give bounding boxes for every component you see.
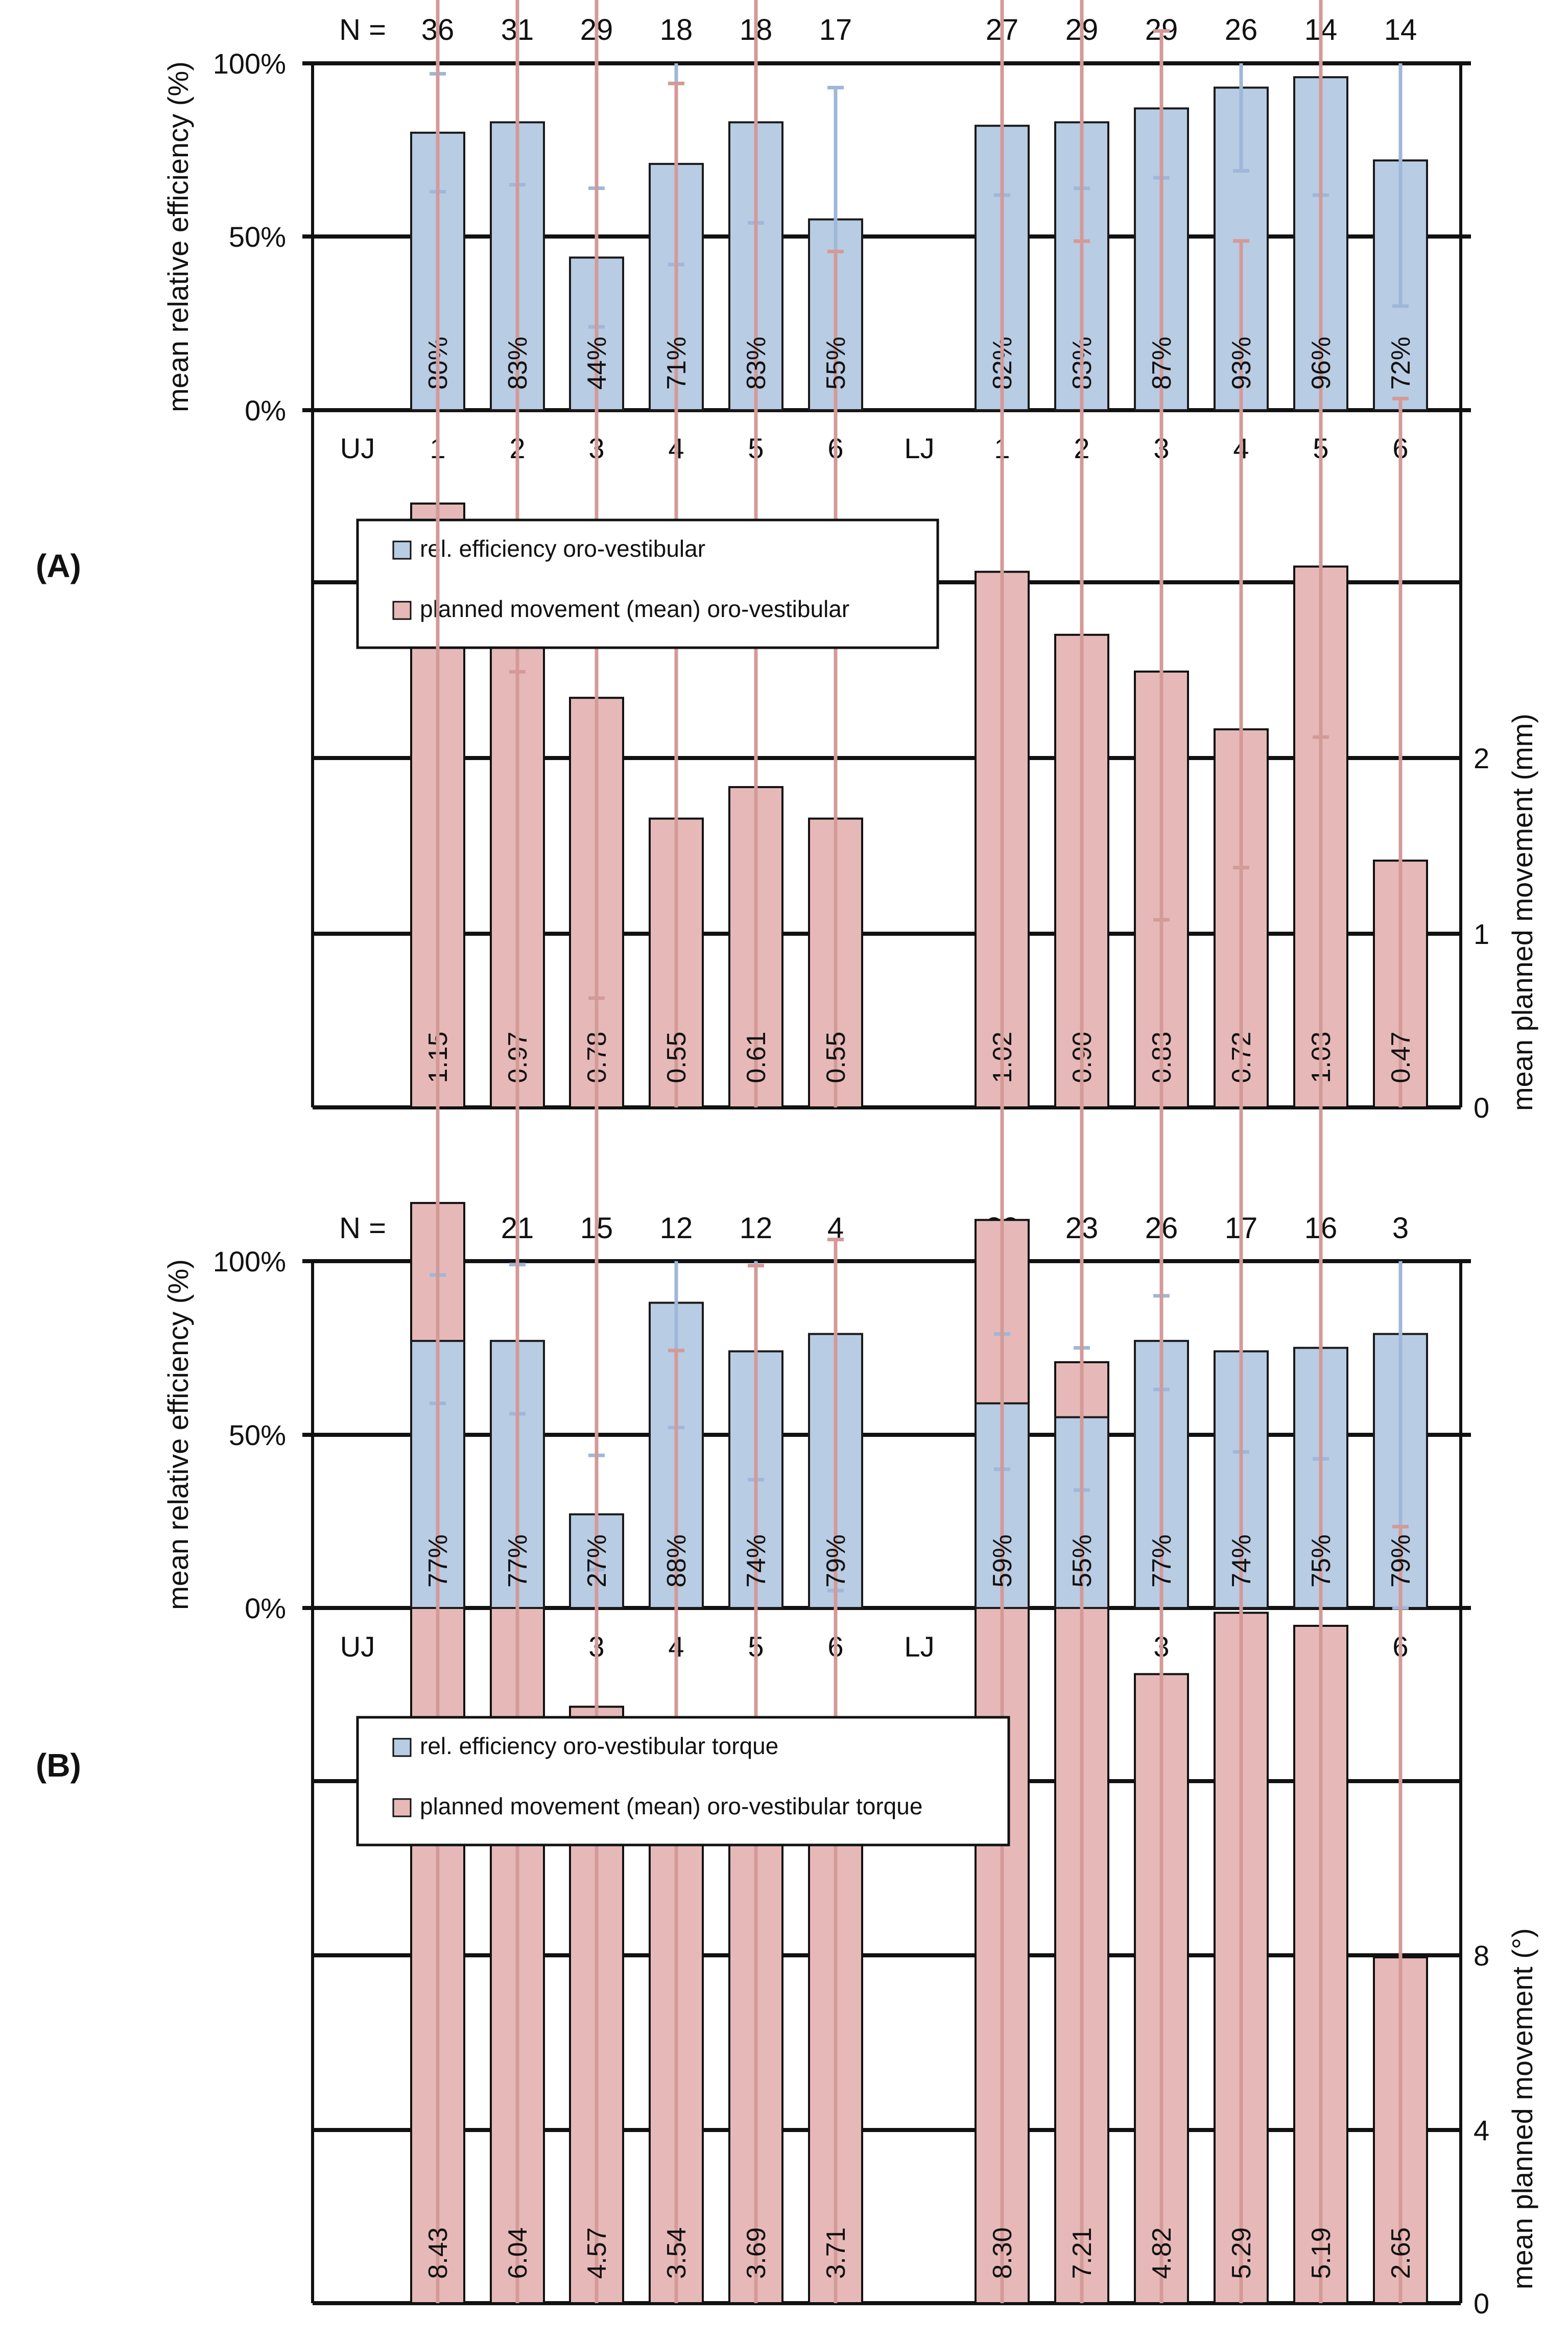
efficiency-value-label: 93% [1227,337,1256,390]
efficiency-value-label: 87% [1147,337,1177,390]
movement-value-label: 6.04 [503,2227,533,2279]
movement-value-label: 8.43 [423,2227,453,2279]
panel-label: (B) [36,1747,81,1784]
efficiency-value-label: 96% [1306,337,1336,390]
n-prefix: N = [339,13,386,46]
efficiency-value-label: 77% [503,1534,533,1588]
movement-tick-label: 0 [1474,2287,1489,2320]
movement-value-label: 0.61 [742,1031,771,1083]
legend: rel. efficiency oro-vestibular planned mo… [356,518,939,649]
legend-label-movement: planned movement (mean) oro-vestibular t… [420,1793,922,1819]
legend-swatch-movement [392,1798,412,1817]
efficiency-tick-label: 50% [229,221,286,253]
legend-label-movement: planned movement (mean) oro-vestibular [420,596,849,622]
efficiency-value-label: 77% [423,1534,453,1588]
efficiency-value-label: 83% [503,337,533,390]
efficiency-value-label: 74% [742,1534,771,1588]
movement-value-label: 3.71 [821,2227,851,2279]
efficiency-axis-title: mean relative efficiency (%) [162,1259,194,1610]
efficiency-value-label: 79% [821,1534,851,1588]
n-count: 18 [660,13,693,46]
legend-swatch-efficiency [392,1738,412,1757]
efficiency-tick-label: 100% [213,1245,286,1277]
legend-swatch-efficiency [392,540,412,560]
panel-a: (A) 0% 50% 100% 0 1 2 mean relative efficiency … [36,0,1538,1124]
efficiency-value-label: 55% [1067,1534,1097,1588]
n-prefix: N = [339,1212,386,1245]
efficiency-value-label: 71% [662,337,692,390]
movement-tick-label: 2 [1474,742,1489,774]
movement-value-label: 5.19 [1306,2227,1336,2279]
jaw-label-upper: UJ [340,432,375,464]
efficiency-value-label: 79% [1386,1534,1416,1588]
n-count: 12 [660,1212,693,1245]
legend: rel. efficiency oro-vestibular torque pla… [356,1716,1010,1847]
jaw-label-upper: UJ [340,1630,375,1663]
n-count: 12 [740,1212,773,1245]
movement-tick-label: 8 [1474,1939,1489,1972]
efficiency-value-label: 27% [582,1534,612,1588]
movement-value-label: 0.55 [662,1031,692,1083]
movement-tick-label: 1 [1474,918,1489,950]
movement-value-label: 8.30 [988,2227,1017,2279]
n-count: 26 [1225,13,1258,46]
efficiency-value-label: 88% [662,1534,692,1588]
n-count: 17 [819,13,852,46]
movement-value-label: 7.21 [1067,2227,1097,2279]
legend-label-efficiency: rel. efficiency oro-vestibular [420,535,705,562]
panel-label: (A) [36,548,81,584]
efficiency-value-label: 75% [1306,1534,1336,1588]
efficiency-value-label: 44% [582,337,612,390]
movement-value-label: 3.54 [662,2227,692,2279]
efficiency-value-label: 55% [821,337,851,390]
jaw-label-lower: LJ [904,1630,934,1663]
legend-swatch-movement [392,601,412,620]
movement-axis-title: mean planned movement (mm) [1506,714,1538,1111]
movement-value-label: 0.47 [1386,1031,1416,1083]
movement-tick-label: 0 [1474,1092,1489,1124]
efficiency-value-label: 72% [1386,337,1416,390]
movement-value-label: 5.29 [1227,2227,1256,2279]
n-count: 3 [1392,1212,1409,1245]
movement-value-label: 0.55 [821,1031,851,1083]
efficiency-tick-label: 0% [245,394,286,427]
jaw-label-lower: LJ [904,432,934,464]
movement-value-label: 2.65 [1386,2227,1416,2279]
efficiency-tick-label: 50% [229,1419,286,1451]
movement-axis-title: mean planned movement (°) [1506,1928,1538,2289]
movement-value-label: 4.82 [1147,2227,1177,2279]
efficiency-tick-label: 100% [213,48,286,80]
efficiency-value-label: 77% [1147,1534,1177,1588]
efficiency-axis-title: mean relative efficiency (%) [162,61,194,412]
legend-box [356,1716,1010,1847]
efficiency-value-label: 59% [988,1534,1017,1588]
efficiency-value-label: 83% [742,337,771,390]
legend-label-efficiency: rel. efficiency oro-vestibular torque [420,1733,778,1759]
n-count: 14 [1384,13,1417,46]
movement-tick-label: 4 [1474,2114,1489,2146]
legend-box [356,518,939,649]
efficiency-tick-label: 0% [245,1592,286,1624]
efficiency-value-label: 74% [1227,1534,1256,1588]
movement-value-label: 3.69 [742,2227,771,2279]
movement-value-label: 4.57 [582,2227,612,2279]
